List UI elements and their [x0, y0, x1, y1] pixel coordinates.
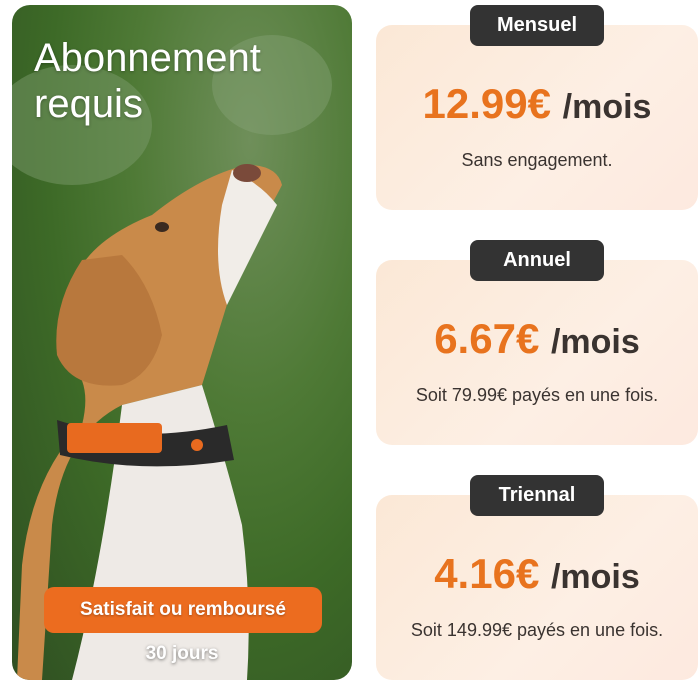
plan-card-mensuel[interactable]: 12.99€ /mois Sans engagement. — [376, 25, 698, 210]
price-period: /mois — [550, 558, 640, 596]
plan-note: Sans engagement. — [461, 150, 613, 170]
title-line: requis — [34, 82, 143, 126]
plan-card-triennal[interactable]: 4.16€ /mois Soit 149.99€ payés en une fo… — [376, 495, 698, 680]
plan-badge-triennal: Triennal — [470, 475, 604, 516]
price-amount: 4.16€ — [434, 550, 540, 597]
plan-card-annuel[interactable]: 6.67€ /mois Soit 79.99€ payés en une foi… — [376, 260, 698, 445]
plan-note: Soit 79.99€ payés en une fois. — [415, 385, 659, 405]
plan-price: 4.16€ /mois — [376, 550, 698, 598]
price-amount: 12.99€ — [422, 80, 551, 127]
title-line: Abonnement — [34, 36, 261, 80]
hero-photo: Abonnement requis Satisfait ou remboursé… — [12, 5, 352, 680]
guarantee-duration: 30 jours — [145, 643, 219, 664]
plan-badge-annuel: Annuel — [470, 240, 604, 281]
price-period: /mois — [550, 323, 640, 361]
plan-price: 6.67€ /mois — [376, 315, 698, 363]
plan-note: Soit 149.99€ payés en une fois. — [410, 620, 664, 640]
page-title: Abonnement requis — [34, 35, 261, 127]
price-period: /mois — [562, 88, 652, 126]
price-amount: 6.67€ — [434, 315, 540, 362]
plan-badge-mensuel: Mensuel — [470, 5, 604, 46]
plan-price: 12.99€ /mois — [376, 80, 698, 128]
guarantee-badge: Satisfait ou remboursé — [44, 587, 322, 633]
